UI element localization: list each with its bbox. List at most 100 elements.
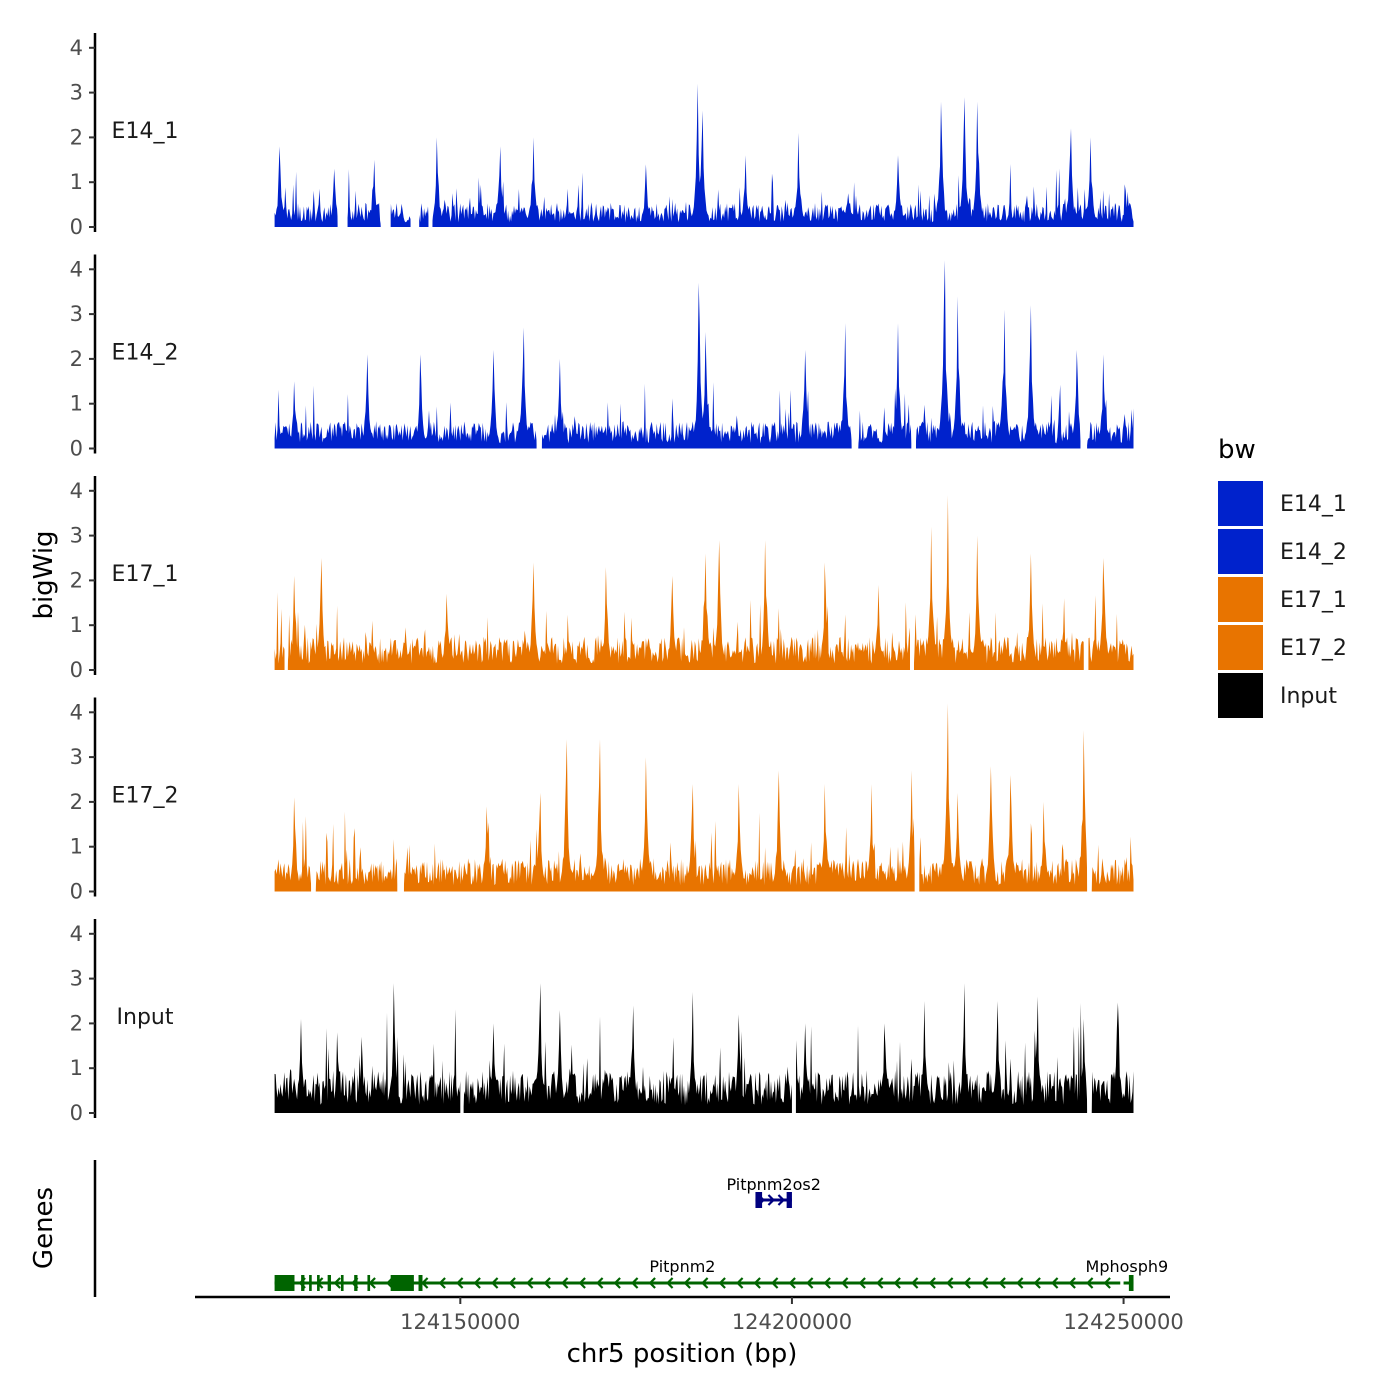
gene-label: Pitpnm2 (649, 1257, 715, 1276)
legend-label: Input (1280, 684, 1337, 709)
strand-arrow (421, 1277, 429, 1289)
strand-arrow (858, 1277, 866, 1289)
coverage-gap (380, 33, 391, 228)
x-tick-label: 124150000 (400, 1310, 520, 1334)
legend-label: E14_2 (1280, 540, 1347, 565)
track-label: E17_2 (112, 784, 179, 809)
strand-arrow (631, 1277, 639, 1289)
strand-arrow (1086, 1277, 1094, 1289)
exon (274, 1275, 295, 1291)
strand-arrow (718, 1277, 726, 1289)
track-label: E14_1 (112, 119, 179, 144)
track-input: 0 1 2 3 4 Input (70, 919, 1134, 1125)
y-tick-label: 0 (70, 658, 83, 682)
strand-arrow (596, 1277, 604, 1289)
strand-arrow (806, 1277, 814, 1289)
strand-arrow (981, 1277, 989, 1289)
coverage-area (274, 983, 1134, 1113)
strand-arrow (1016, 1277, 1024, 1289)
strand-arrow (767, 1194, 776, 1206)
gene-label: Pitpnm2os2 (727, 1175, 821, 1194)
x-axis-title: chr5 position (bp) (567, 1339, 798, 1369)
coverage-gap (910, 476, 914, 671)
y-tick-label: 3 (70, 302, 83, 326)
legend: bw E14_1 E14_2 E17_1 E17_2 Input (1218, 435, 1347, 718)
coverage-gap (1083, 476, 1089, 671)
y-tick-label: 3 (70, 745, 83, 769)
strand-arrow (893, 1277, 901, 1289)
y-tick-label: 2 (70, 568, 83, 592)
strand-arrow (1033, 1277, 1041, 1289)
y-tick-label: 3 (70, 81, 83, 105)
track-e14-1: 0 1 2 3 4 E14_1 (70, 33, 1134, 239)
y-tick-label: 3 (70, 967, 83, 991)
legend-label: E14_1 (1280, 492, 1347, 517)
coverage-area (274, 703, 1134, 892)
y-tick-label: 4 (70, 700, 83, 724)
y-tick-label: 1 (70, 1056, 83, 1080)
exon (390, 1275, 414, 1291)
coverage-area (274, 495, 1134, 670)
strand-arrow (578, 1277, 586, 1289)
strand-arrow (963, 1277, 971, 1289)
legend-label: E17_1 (1280, 588, 1347, 613)
coverage-area (274, 260, 1134, 449)
exon (367, 1275, 371, 1291)
strand-arrow (491, 1277, 499, 1289)
strand-arrow (666, 1277, 674, 1289)
y-tick-label: 2 (70, 125, 83, 149)
coverage-tracks: 0 1 2 3 4 E14_1 0 1 2 3 4 E14_2 0 1 2 3 4 E17_1 0 1 2 3 4 E17_2… (70, 33, 1134, 1125)
coverage-gap (1080, 254, 1088, 450)
y-tick-label: 1 (70, 835, 83, 859)
track-label: E14_2 (112, 341, 179, 366)
y-tick-label: 2 (70, 347, 83, 371)
genes-axis-title: Genes (29, 1187, 59, 1269)
strand-arrow (543, 1277, 551, 1289)
y-tick-label: 2 (70, 1011, 83, 1035)
exon (309, 1275, 312, 1291)
strand-arrow (683, 1277, 691, 1289)
strand-arrow (911, 1277, 919, 1289)
exon (755, 1192, 763, 1208)
x-tick-label: 124250000 (1063, 1310, 1183, 1334)
strand-arrow (701, 1277, 709, 1289)
exon (340, 1275, 344, 1291)
coverage-gap (460, 919, 464, 1114)
y-tick-label: 4 (70, 36, 83, 60)
legend-swatch (1218, 625, 1263, 670)
coverage-gap (428, 33, 433, 228)
coverage-gap (1087, 919, 1092, 1114)
strand-arrow (1051, 1277, 1059, 1289)
strand-arrow (946, 1277, 954, 1289)
track-e14-2: 0 1 2 3 4 E14_2 (70, 254, 1134, 461)
strand-arrow (613, 1277, 621, 1289)
y-tick-label: 0 (70, 215, 83, 239)
legend-swatch (1218, 577, 1263, 622)
exon (327, 1275, 331, 1291)
strand-arrow (473, 1277, 481, 1289)
exon (354, 1275, 358, 1291)
strand-arrow (1103, 1277, 1111, 1289)
coverage-gap (284, 476, 288, 671)
x-axis: 124150000 124200000 124250000 (195, 1295, 1184, 1334)
coverage-gap (337, 33, 348, 228)
coverage-gap (397, 697, 404, 893)
strand-arrow (508, 1277, 516, 1289)
legend-swatch (1218, 673, 1263, 718)
y-tick-label: 1 (70, 613, 83, 637)
coverage-gap (410, 33, 420, 228)
y-tick-label: 3 (70, 524, 83, 548)
strand-arrow (438, 1277, 446, 1289)
y-tick-label: 1 (70, 170, 83, 194)
strand-arrow (753, 1277, 761, 1289)
y-axis-title: bigWig (29, 530, 59, 619)
strand-arrow (771, 1277, 779, 1289)
strand-arrow (777, 1194, 786, 1206)
strand-arrow (456, 1277, 464, 1289)
y-tick-label: 4 (70, 257, 83, 281)
track-e17-1: 0 1 2 3 4 E17_1 (70, 476, 1134, 682)
strand-arrow (876, 1277, 884, 1289)
y-tick-label: 4 (70, 922, 83, 946)
track-label: Input (117, 1005, 174, 1030)
